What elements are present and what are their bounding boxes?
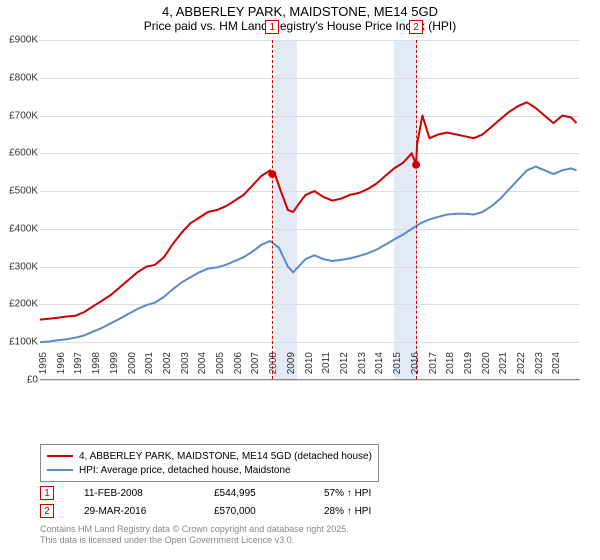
y-axis-label: £600K [0, 148, 38, 159]
sale-row-date: 11-FEB-2008 [84, 488, 214, 499]
x-axis-label: 2002 [162, 352, 173, 382]
x-axis-label: 1997 [73, 352, 84, 382]
sales-table: 1 11-FEB-2008£544,99557% ↑ HPI 2 29-MAR-201… [40, 484, 414, 520]
x-axis-label: 2014 [374, 352, 385, 382]
title-address: 4, ABBERLEY PARK, MAIDSTONE, ME14 5GD [0, 4, 600, 19]
x-axis-label: 1998 [91, 352, 102, 382]
legend-label: HPI: Average price, detached house, Maid… [79, 465, 291, 476]
x-axis-label: 2021 [498, 352, 509, 382]
x-axis-label: 2023 [534, 352, 545, 382]
legend-row: 4, ABBERLEY PARK, MAIDSTONE, ME14 5GD (d… [47, 449, 372, 463]
legend-swatch [47, 469, 73, 471]
y-axis-label: £400K [0, 223, 38, 234]
attribution-line1: Contains HM Land Registry data © Crown c… [40, 524, 349, 535]
x-axis-label: 2005 [215, 352, 226, 382]
x-axis-label: 2003 [180, 352, 191, 382]
legend-label: 4, ABBERLEY PARK, MAIDSTONE, ME14 5GD (d… [79, 451, 372, 462]
x-axis-label: 2017 [428, 352, 439, 382]
x-axis-label: 2011 [321, 352, 332, 382]
x-axis-label: 1996 [56, 352, 67, 382]
title-subtitle: Price paid vs. HM Land Registry's House … [0, 19, 600, 33]
series-line [40, 102, 577, 319]
x-axis-label: 2024 [551, 352, 562, 382]
x-axis-label: 1999 [109, 352, 120, 382]
x-axis-label: 2018 [445, 352, 456, 382]
x-axis-label: 2009 [286, 352, 297, 382]
x-axis-label: 2013 [357, 352, 368, 382]
x-axis-label: 2022 [516, 352, 527, 382]
y-axis-label: £100K [0, 337, 38, 348]
y-axis-label: £0 [0, 375, 38, 386]
series-svg [40, 40, 580, 380]
x-axis-label: 2020 [481, 352, 492, 382]
plot-region: £0£100K£200K£300K£400K£500K£600K£700K£80… [40, 40, 580, 380]
x-axis-label: 2019 [463, 352, 474, 382]
y-axis-label: £300K [0, 261, 38, 272]
x-axis-label: 2004 [197, 352, 208, 382]
y-axis-label: £700K [0, 110, 38, 121]
sale-row-price: £544,995 [214, 488, 324, 499]
sale-event-line [416, 40, 417, 379]
chart-area: £0£100K£200K£300K£400K£500K£600K£700K£80… [40, 40, 580, 410]
chart-title-block: 4, ABBERLEY PARK, MAIDSTONE, ME14 5GD Pr… [0, 0, 600, 33]
y-axis-label: £200K [0, 299, 38, 310]
x-axis-label: 1995 [38, 352, 49, 382]
sale-row: 2 29-MAR-2016£570,00028% ↑ HPI [40, 502, 414, 520]
sale-event-line [272, 40, 273, 379]
sale-row-badge: 2 [40, 504, 54, 518]
sale-row-pct: 28% ↑ HPI [324, 506, 414, 517]
y-axis-label: £900K [0, 35, 38, 46]
x-axis-label: 2012 [339, 352, 350, 382]
y-axis-label: £800K [0, 72, 38, 83]
x-axis-label: 2016 [410, 352, 421, 382]
legend-box: 4, ABBERLEY PARK, MAIDSTONE, ME14 5GD (d… [40, 444, 379, 482]
x-axis-label: 2001 [144, 352, 155, 382]
attribution-text: Contains HM Land Registry data © Crown c… [40, 524, 349, 547]
attribution-line2: This data is licensed under the Open Gov… [40, 535, 349, 546]
x-axis-label: 2006 [233, 352, 244, 382]
sale-row-price: £570,000 [214, 506, 324, 517]
sale-row-badge: 1 [40, 486, 54, 500]
sale-row-date: 29-MAR-2016 [84, 506, 214, 517]
x-axis-label: 2000 [127, 352, 138, 382]
legend-row: HPI: Average price, detached house, Maid… [47, 463, 372, 477]
legend-swatch [47, 455, 73, 457]
x-axis-label: 2015 [392, 352, 403, 382]
y-axis-label: £500K [0, 186, 38, 197]
sale-event-badge: 1 [265, 20, 279, 34]
x-axis-label: 2007 [250, 352, 261, 382]
x-axis-label: 2010 [304, 352, 315, 382]
sale-event-badge: 2 [409, 20, 423, 34]
sale-row: 1 11-FEB-2008£544,99557% ↑ HPI [40, 484, 414, 502]
x-axis-label: 2008 [268, 352, 279, 382]
sale-row-pct: 57% ↑ HPI [324, 488, 414, 499]
